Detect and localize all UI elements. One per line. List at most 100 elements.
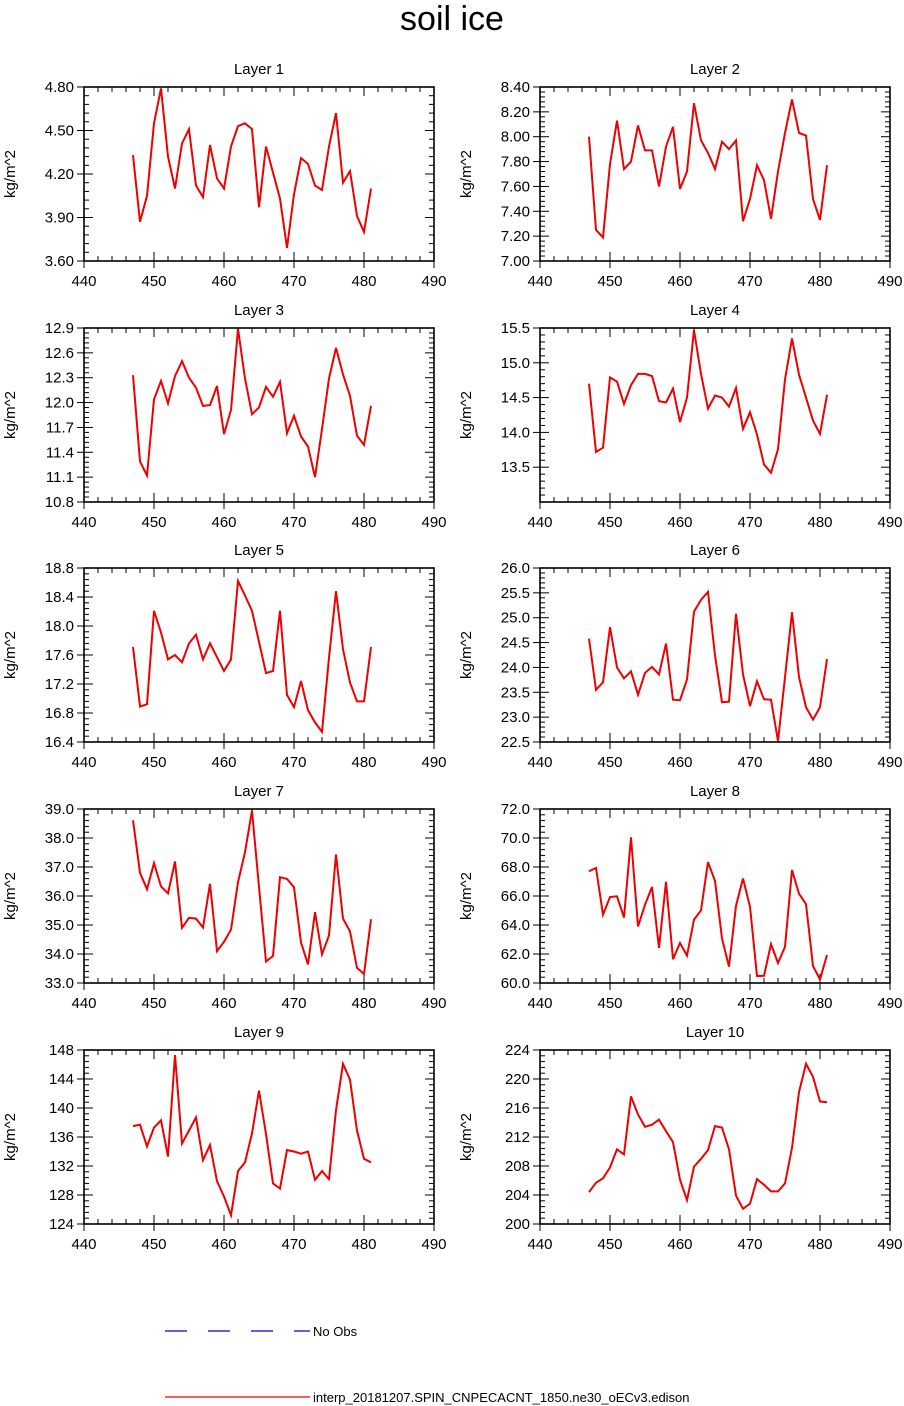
panel-layer-3: Layer 3 kg/m^2 440 450 460 470 480 490 10.8 11.1 1… <box>2 302 447 531</box>
y-axis-label: kg/m^2 <box>458 1113 475 1161</box>
x-tick-label: 490 <box>421 514 446 531</box>
legend-model-label: interp_20181207.SPIN_CNPECACNT_1850.ne30… <box>313 1390 690 1405</box>
y-axis-label: kg/m^2 <box>458 150 475 198</box>
y-tick-label: 216 <box>505 1100 530 1117</box>
x-tick-label: 490 <box>421 754 446 771</box>
x-tick-label: 490 <box>877 514 902 531</box>
y-tick-label: 7.40 <box>501 203 530 220</box>
x-tick-label: 470 <box>281 1236 306 1253</box>
y-tick-label: 11.4 <box>46 444 74 461</box>
y-tick-label: 60.0 <box>501 975 530 992</box>
panel-layer-10: Layer 10 kg/m^2 440 450 460 470 480 490 200 204 20… <box>458 1024 903 1253</box>
y-tick-label: 72.0 <box>501 801 530 818</box>
panel-title: Layer 6 <box>690 542 740 559</box>
x-tick-label: 450 <box>597 514 622 531</box>
x-tick-label: 480 <box>351 273 376 290</box>
x-tick-label: 450 <box>141 995 166 1012</box>
x-tick-label: 470 <box>281 995 306 1012</box>
panel-title: Layer 8 <box>690 783 740 800</box>
y-tick-label: 132 <box>49 1158 74 1175</box>
y-tick-label: 14.0 <box>501 424 530 441</box>
y-axis-label: kg/m^2 <box>458 391 475 439</box>
y-tick-label: 144 <box>49 1071 74 1088</box>
series-line <box>588 589 828 742</box>
y-tick-label: 33.0 <box>45 975 74 992</box>
y-axis-label: kg/m^2 <box>2 391 19 439</box>
series-line <box>132 328 372 480</box>
x-tick-label: 490 <box>421 273 446 290</box>
series-line <box>588 837 828 983</box>
y-tick-label: 34.0 <box>45 946 74 963</box>
x-tick-label: 440 <box>71 995 96 1012</box>
x-tick-label: 470 <box>737 995 762 1012</box>
y-tick-label: 7.80 <box>501 154 530 171</box>
y-tick-label: 12.0 <box>45 395 74 412</box>
panel-title: Layer 4 <box>690 302 740 319</box>
y-tick-label: 66.0 <box>501 888 530 905</box>
y-tick-label: 68.0 <box>501 859 530 876</box>
y-tick-label: 11.7 <box>46 419 74 436</box>
y-tick-label: 128 <box>49 1187 74 1204</box>
y-axis-label: kg/m^2 <box>2 150 19 198</box>
y-tick-label: 23.0 <box>501 709 530 726</box>
y-tick-label: 4.80 <box>45 79 74 96</box>
x-tick-label: 450 <box>141 754 166 771</box>
y-tick-label: 7.00 <box>501 253 530 270</box>
x-tick-label: 460 <box>667 514 692 531</box>
x-tick-label: 450 <box>141 273 166 290</box>
y-tick-label: 8.20 <box>501 104 530 121</box>
series-line <box>588 329 828 475</box>
y-tick-label: 12.9 <box>45 320 74 337</box>
series-line <box>132 1055 372 1220</box>
chart-legend: No Obs interp_20181207.SPIN_CNPECACNT_18… <box>165 1324 690 1405</box>
x-tick-label: 470 <box>281 514 306 531</box>
y-tick-label: 16.4 <box>45 734 74 751</box>
panel-layer-1: Layer 1 kg/m^2 440 450 460 470 480 490 3.60 3.90 4… <box>2 61 447 290</box>
x-tick-label: 450 <box>597 1236 622 1253</box>
x-tick-label: 450 <box>597 995 622 1012</box>
y-tick-label: 39.0 <box>45 801 74 818</box>
y-tick-label: 18.0 <box>45 618 74 635</box>
panel-title: Layer 2 <box>690 61 740 78</box>
y-tick-label: 212 <box>505 1129 530 1146</box>
y-tick-label: 12.6 <box>45 345 74 362</box>
panel-title: Layer 7 <box>234 783 284 800</box>
y-tick-label: 7.60 <box>501 178 530 195</box>
series-line <box>588 99 828 240</box>
y-tick-label: 4.50 <box>45 123 74 140</box>
x-tick-label: 490 <box>421 995 446 1012</box>
panel-title: Layer 10 <box>686 1024 744 1041</box>
y-tick-label: 18.4 <box>45 589 74 606</box>
x-tick-label: 490 <box>877 995 902 1012</box>
x-tick-label: 440 <box>71 514 96 531</box>
x-tick-label: 440 <box>527 1236 552 1253</box>
chart-panels: Layer 1 kg/m^2 440 450 460 470 480 490 3.60 3.90 4… <box>2 61 903 1253</box>
y-tick-label: 24.5 <box>501 635 530 652</box>
y-tick-label: 7.20 <box>501 228 530 245</box>
plot-frame <box>83 86 435 262</box>
y-tick-label: 17.2 <box>45 676 74 693</box>
x-tick-label: 470 <box>281 273 306 290</box>
plot-frame <box>539 327 891 503</box>
y-tick-label: 23.5 <box>501 684 530 701</box>
x-tick-label: 480 <box>351 754 376 771</box>
x-tick-label: 470 <box>737 273 762 290</box>
x-tick-label: 480 <box>807 273 832 290</box>
x-tick-label: 460 <box>211 273 236 290</box>
y-tick-label: 220 <box>505 1071 530 1088</box>
x-tick-label: 440 <box>527 273 552 290</box>
y-tick-label: 148 <box>49 1042 74 1059</box>
y-tick-label: 3.60 <box>45 253 74 270</box>
panel-layer-7: Layer 7 kg/m^2 440 450 460 470 480 490 33.0 34.0 3… <box>2 783 447 1012</box>
y-tick-label: 208 <box>505 1158 530 1175</box>
x-tick-label: 490 <box>877 273 902 290</box>
y-tick-label: 25.5 <box>501 585 530 602</box>
y-tick-label: 14.5 <box>501 390 530 407</box>
x-tick-label: 460 <box>667 273 692 290</box>
x-tick-label: 440 <box>527 995 552 1012</box>
x-tick-label: 460 <box>667 754 692 771</box>
panel-layer-4: Layer 4 kg/m^2 440 450 460 470 480 490 13.5 14.0 1… <box>458 302 903 531</box>
y-tick-label: 3.90 <box>45 210 74 227</box>
y-tick-label: 38.0 <box>45 830 74 847</box>
